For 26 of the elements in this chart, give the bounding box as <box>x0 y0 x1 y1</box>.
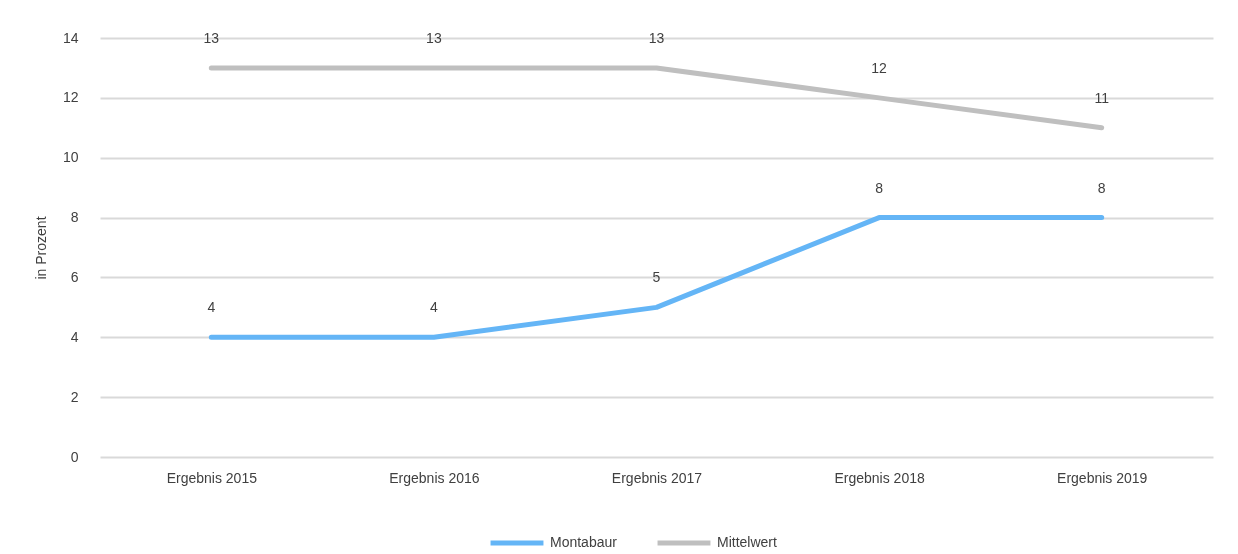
data-label: 8 <box>1097 179 1106 196</box>
legend-label: Mittelwert <box>717 534 778 550</box>
data-label: 11 <box>1094 89 1110 106</box>
legend-label: Montabaur <box>550 534 618 550</box>
y-axis-title: in Prozent <box>32 216 49 280</box>
y-tick-label: 4 <box>70 328 79 345</box>
data-label: 13 <box>648 29 665 46</box>
data-label: 13 <box>426 29 442 46</box>
data-label: 8 <box>875 179 884 196</box>
data-label: 13 <box>203 29 220 46</box>
data-label: 4 <box>430 299 438 316</box>
y-tick-label: 12 <box>62 89 79 106</box>
data-label: 5 <box>652 269 661 286</box>
x-tick-label: Ergebnis 2019 <box>1057 469 1148 486</box>
data-label: 12 <box>871 59 888 76</box>
x-tick-label: Ergebnis 2015 <box>166 469 258 486</box>
y-tick-label: 0 <box>70 448 79 465</box>
x-tick-label: Ergebnis 2017 <box>611 469 703 486</box>
y-tick-label: 14 <box>62 29 79 46</box>
y-tick-label: 8 <box>70 209 79 226</box>
y-tick-label: 2 <box>70 388 79 405</box>
x-tick-label: Ergebnis 2018 <box>834 469 925 486</box>
data-label: 4 <box>207 299 216 316</box>
y-tick-label: 6 <box>70 268 79 285</box>
y-tick-label: 10 <box>62 149 79 166</box>
x-tick-label: Ergebnis 2016 <box>389 469 480 486</box>
